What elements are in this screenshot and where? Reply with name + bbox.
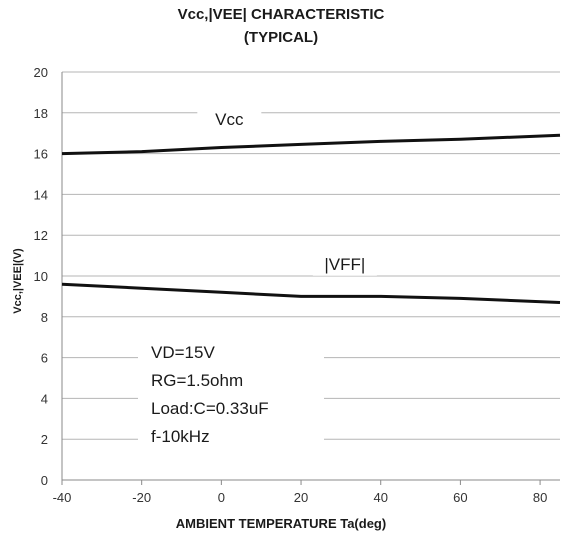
grid-lines <box>62 71 560 481</box>
y-tick-label-14: 14 <box>34 187 48 202</box>
x-axis-label: AMBIENT TEMPERATURE Ta(deg) <box>175 516 387 531</box>
x-tick-label-80: 80 <box>533 490 547 505</box>
x-tick-label-0: 0 <box>218 490 225 505</box>
y-tick-label-8: 8 <box>41 310 48 325</box>
x-tick-label--40: -40 <box>53 490 72 505</box>
series-lines <box>61 133 561 304</box>
chart-title: Vcc,|VEE| CHARACTERISTIC <box>177 6 385 23</box>
conditions-box: VD=15V RG=1.5ohm Load:C=0.33uF f-10kHz <box>138 332 324 457</box>
series-label-1: |VFF| <box>324 255 365 274</box>
series-line-1 <box>61 282 561 304</box>
y-tick-label-18: 18 <box>34 106 48 121</box>
y-tick-label-16: 16 <box>34 147 48 162</box>
condition-line-0: VD=15V <box>151 343 215 362</box>
conditions-box-bg <box>138 332 324 457</box>
series-label-bg-1 <box>312 249 377 276</box>
y-tick-label-2: 2 <box>41 432 48 447</box>
y-tick-label-6: 6 <box>41 351 48 366</box>
series-labels: Vcc |VFF| <box>197 104 377 276</box>
x-tick-label-60: 60 <box>453 490 467 505</box>
y-tick-label-12: 12 <box>34 228 48 243</box>
condition-line-2: Load:C=0.33uF <box>151 399 269 418</box>
y-tick-label-10: 10 <box>34 269 48 284</box>
y-tick-label-0: 0 <box>41 473 48 488</box>
x-tick-label-40: 40 <box>373 490 387 505</box>
x-tick-label-20: 20 <box>294 490 308 505</box>
series-label-0: Vcc <box>215 110 244 129</box>
series-label-bg-0 <box>197 104 262 131</box>
condition-line-1: RG=1.5ohm <box>151 371 243 390</box>
x-tick-label--20: -20 <box>132 490 151 505</box>
axes: 0 2 4 6 8 10 12 14 16 18 20 -40 -20 0 20 40 60 80 <box>34 65 548 505</box>
chart-subtitle: (TYPICAL) <box>243 29 319 46</box>
y-tick-label-20: 20 <box>34 65 48 80</box>
series-line-0 <box>61 133 561 156</box>
condition-line-3: f-10kHz <box>151 427 210 446</box>
y-tick-label-4: 4 <box>41 391 48 406</box>
